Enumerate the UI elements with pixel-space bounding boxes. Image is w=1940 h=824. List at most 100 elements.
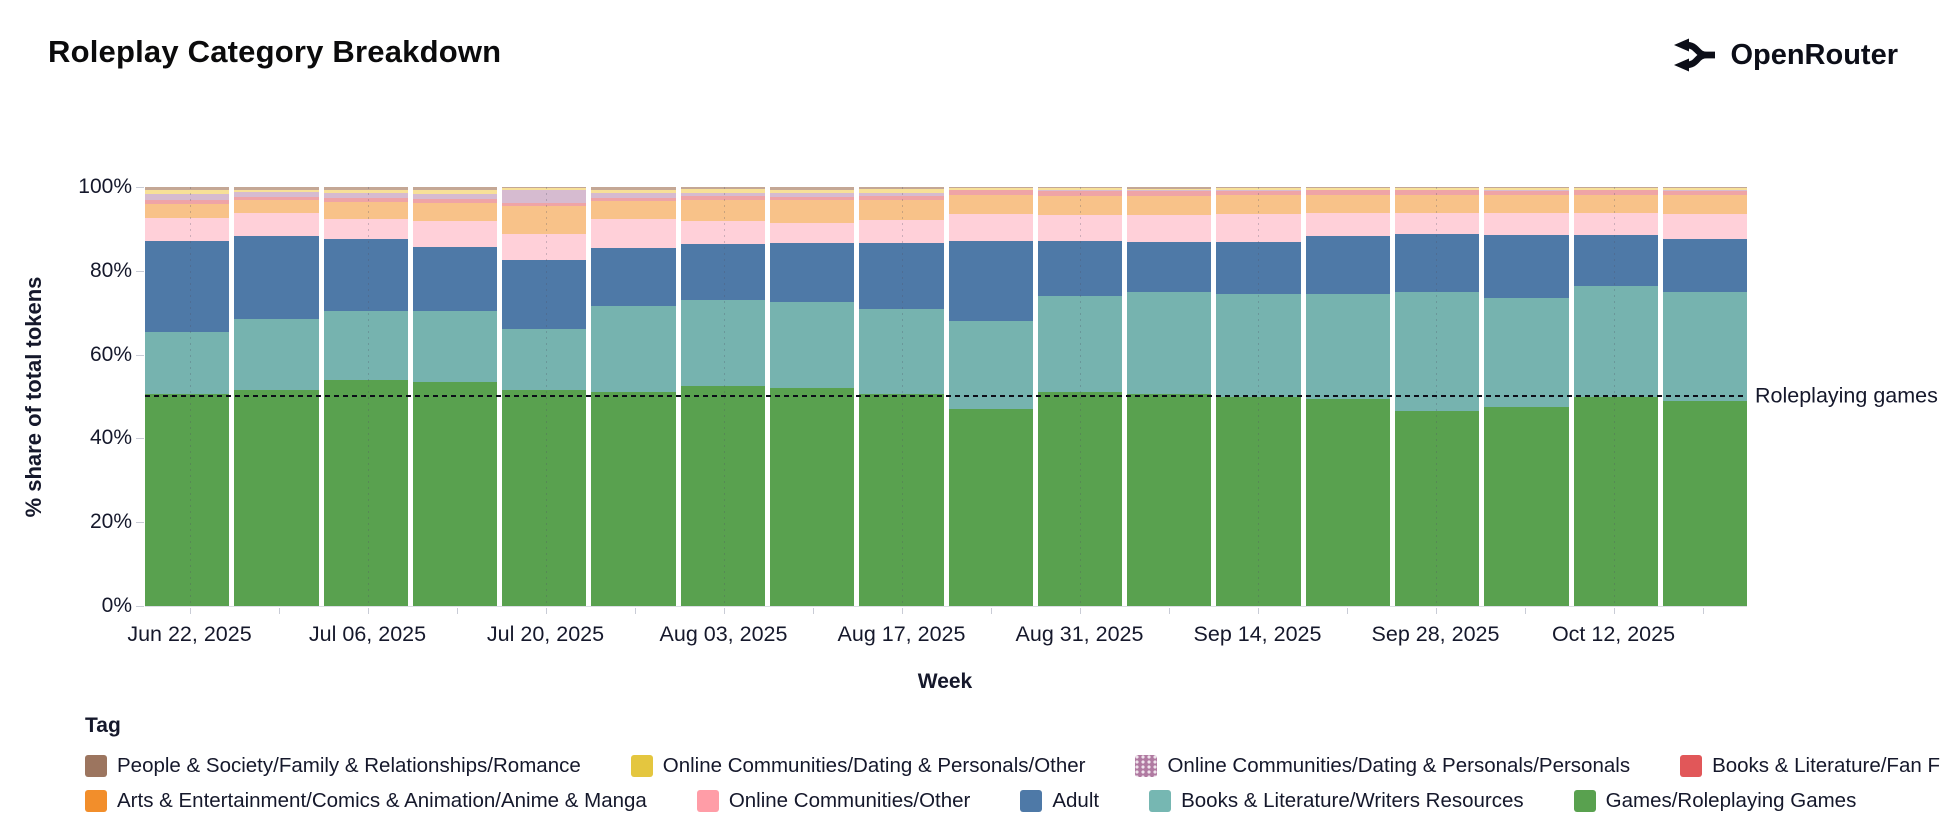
bar-segment[interactable] xyxy=(1484,195,1568,213)
bar-segment[interactable] xyxy=(591,392,675,606)
legend-item-books-literature-writers-resources[interactable]: Books & Literature/Writers Resources xyxy=(1149,789,1524,813)
legend-item-games-roleplaying-games[interactable]: Games/Roleplaying Games xyxy=(1574,789,1857,813)
bar-jul-13-2025[interactable] xyxy=(413,187,497,606)
legend-item-online-communities-dating-personals-other[interactable]: Online Communities/Dating & Personals/Ot… xyxy=(631,754,1086,778)
bar-sep-21-2025[interactable] xyxy=(1306,187,1390,606)
bar-segment[interactable] xyxy=(591,219,675,248)
bar-aug-24-2025[interactable] xyxy=(949,187,1033,606)
bar-segment[interactable] xyxy=(859,309,943,395)
bar-segment[interactable] xyxy=(1127,215,1211,242)
bar-segment[interactable] xyxy=(502,190,586,203)
bar-sep-14-2025[interactable] xyxy=(1216,187,1300,606)
bar-segment[interactable] xyxy=(1663,292,1747,401)
bar-segment[interactable] xyxy=(1484,298,1568,407)
bar-segment[interactable] xyxy=(949,214,1033,241)
bar-segment[interactable] xyxy=(859,394,943,606)
bar-segment[interactable] xyxy=(1127,292,1211,395)
bar-segment[interactable] xyxy=(949,409,1033,606)
bar-segment[interactable] xyxy=(145,218,229,241)
bar-segment[interactable] xyxy=(324,202,408,220)
bar-segment[interactable] xyxy=(1216,214,1300,242)
bar-segment[interactable] xyxy=(1306,294,1390,399)
bar-segment[interactable] xyxy=(413,221,497,247)
bar-segment[interactable] xyxy=(1395,292,1479,411)
bar-segment[interactable] xyxy=(1306,399,1390,606)
bar-aug-03-2025[interactable] xyxy=(681,187,765,606)
bar-segment[interactable] xyxy=(1574,397,1658,607)
bar-segment[interactable] xyxy=(502,260,586,330)
bar-segment[interactable] xyxy=(234,200,318,213)
bar-segment[interactable] xyxy=(1574,195,1658,213)
bar-oct-05-2025[interactable] xyxy=(1484,187,1568,606)
bar-segment[interactable] xyxy=(145,332,229,395)
bar-segment[interactable] xyxy=(681,386,765,606)
bar-segment[interactable] xyxy=(681,300,765,386)
bar-segment[interactable] xyxy=(859,200,943,221)
legend-item-arts-entertainment-comics-animation-anime-manga[interactable]: Arts & Entertainment/Comics & Animation/… xyxy=(85,789,647,813)
bar-segment[interactable] xyxy=(1216,195,1300,214)
bar-segment[interactable] xyxy=(1216,294,1300,397)
bar-segment[interactable] xyxy=(1663,195,1747,214)
bar-segment[interactable] xyxy=(502,390,586,606)
bar-segment[interactable] xyxy=(770,223,854,243)
bar-segment[interactable] xyxy=(1038,196,1122,215)
bar-segment[interactable] xyxy=(324,239,408,310)
bar-segment[interactable] xyxy=(1306,213,1390,236)
bar-segment[interactable] xyxy=(1216,397,1300,607)
bar-segment[interactable] xyxy=(234,319,318,390)
bar-segment[interactable] xyxy=(1574,213,1658,235)
bar-segment[interactable] xyxy=(1127,242,1211,292)
bar-segment[interactable] xyxy=(502,329,586,390)
bar-segment[interactable] xyxy=(1484,213,1568,235)
bar-sep-28-2025[interactable] xyxy=(1395,187,1479,606)
bar-segment[interactable] xyxy=(770,388,854,606)
bar-segment[interactable] xyxy=(1038,392,1122,606)
legend-item-people-society-family-relationships-romance[interactable]: People & Society/Family & Relationships/… xyxy=(85,754,581,778)
bar-segment[interactable] xyxy=(324,219,408,239)
bar-jul-27-2025[interactable] xyxy=(591,187,675,606)
bar-segment[interactable] xyxy=(1395,411,1479,606)
bar-segment[interactable] xyxy=(859,220,943,243)
bar-segment[interactable] xyxy=(1306,236,1390,294)
bar-segment[interactable] xyxy=(234,213,318,236)
bar-segment[interactable] xyxy=(770,200,854,223)
bar-segment[interactable] xyxy=(145,194,229,201)
bar-segment[interactable] xyxy=(949,321,1033,409)
bar-segment[interactable] xyxy=(234,390,318,606)
bar-jul-20-2025[interactable] xyxy=(502,187,586,606)
bar-segment[interactable] xyxy=(1663,214,1747,239)
bar-aug-10-2025[interactable] xyxy=(770,187,854,606)
bar-segment[interactable] xyxy=(859,243,943,308)
bar-segment[interactable] xyxy=(502,206,586,233)
bar-oct-19-2025[interactable] xyxy=(1663,187,1747,606)
bar-jun-29-2025[interactable] xyxy=(234,187,318,606)
bar-segment[interactable] xyxy=(591,201,675,219)
bar-segment[interactable] xyxy=(145,241,229,331)
bar-segment[interactable] xyxy=(413,311,497,382)
bar-segment[interactable] xyxy=(591,306,675,392)
bar-segment[interactable] xyxy=(681,221,765,244)
bar-segment[interactable] xyxy=(1216,242,1300,294)
bar-segment[interactable] xyxy=(1484,235,1568,298)
bar-segment[interactable] xyxy=(413,247,497,311)
bar-segment[interactable] xyxy=(681,200,765,221)
bar-segment[interactable] xyxy=(145,204,229,219)
bar-segment[interactable] xyxy=(1663,239,1747,291)
bar-segment[interactable] xyxy=(681,244,765,301)
bar-segment[interactable] xyxy=(1038,296,1122,392)
bar-segment[interactable] xyxy=(1484,407,1568,606)
bar-segment[interactable] xyxy=(1395,213,1479,234)
bar-segment[interactable] xyxy=(324,311,408,380)
bar-segment[interactable] xyxy=(234,236,318,319)
bar-segment[interactable] xyxy=(1127,196,1211,215)
bar-segment[interactable] xyxy=(1574,286,1658,397)
bar-segment[interactable] xyxy=(145,394,229,606)
bar-segment[interactable] xyxy=(413,203,497,221)
bar-sep-07-2025[interactable] xyxy=(1127,187,1211,606)
legend-item-books-literature-fan-fiction[interactable]: Books & Literature/Fan Fiction xyxy=(1680,754,1940,778)
bar-segment[interactable] xyxy=(1663,401,1747,606)
bar-segment[interactable] xyxy=(1395,195,1479,213)
bar-segment[interactable] xyxy=(413,382,497,606)
bar-segment[interactable] xyxy=(770,302,854,388)
bar-segment[interactable] xyxy=(1127,394,1211,606)
